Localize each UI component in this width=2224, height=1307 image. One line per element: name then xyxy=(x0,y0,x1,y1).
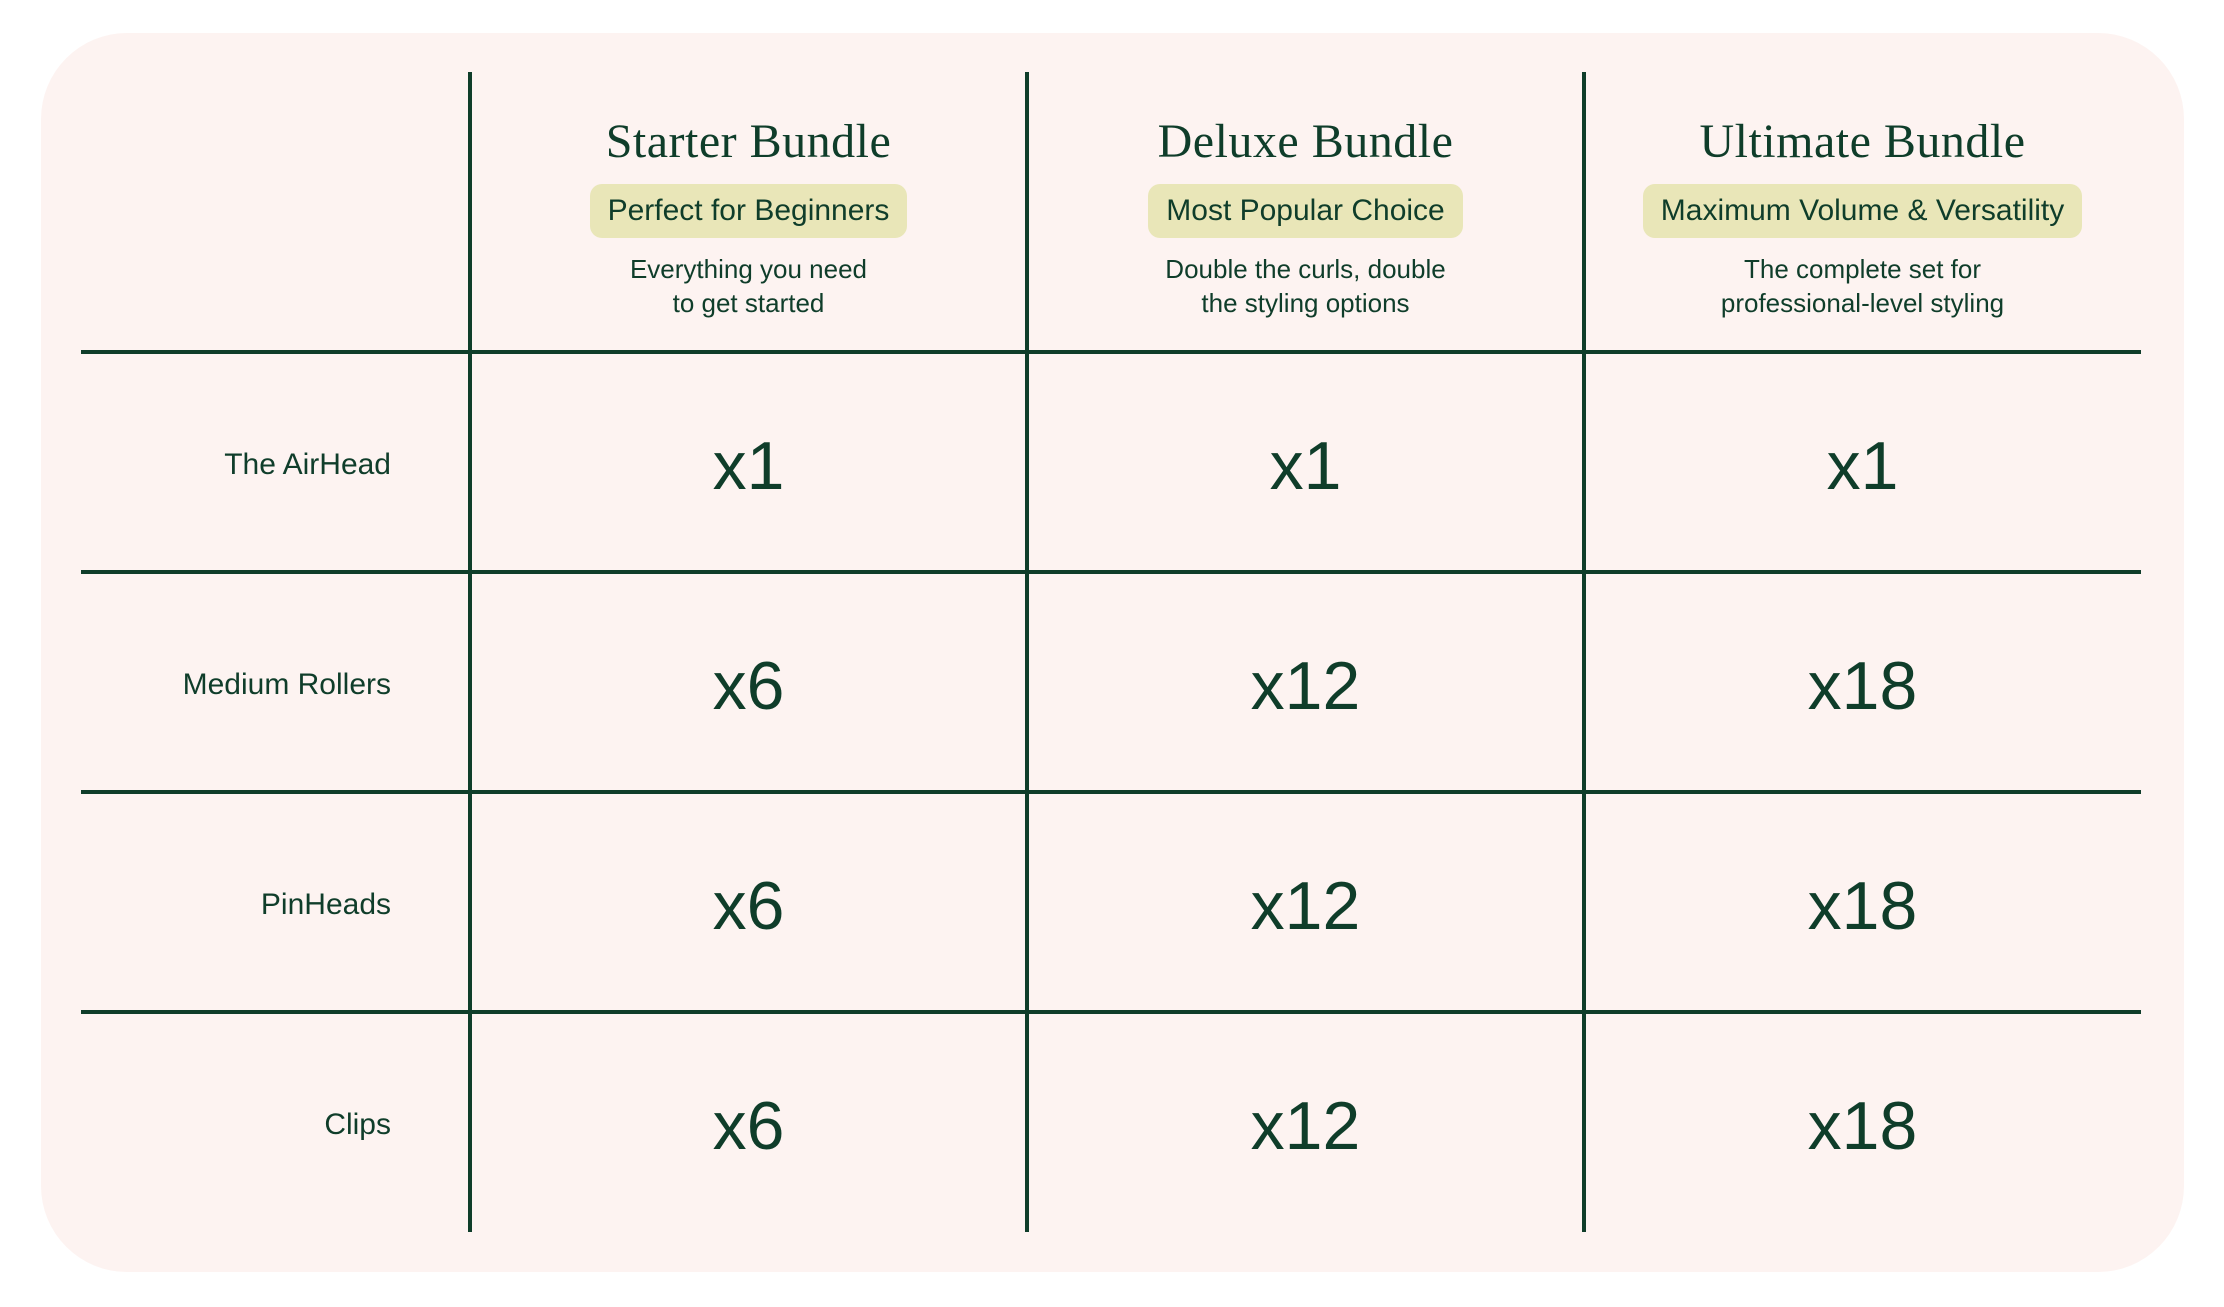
row-label: Clips xyxy=(324,1108,391,1141)
column-divider xyxy=(468,72,472,1232)
bundle-title: Deluxe Bundle xyxy=(1157,115,1454,168)
quantity-cell: x6 xyxy=(712,1088,785,1164)
comparison-card xyxy=(41,33,2184,1272)
column-divider xyxy=(1025,72,1029,1232)
row-divider xyxy=(81,350,2141,354)
bundle-badge: Most Popular Choice xyxy=(1148,184,1463,238)
bundle-title: Starter Bundle xyxy=(605,115,892,168)
quantity-cell: x1 xyxy=(1826,428,1899,504)
quantity-cell: x12 xyxy=(1250,648,1361,724)
bundle-description: Everything you need to get started xyxy=(470,252,1027,320)
row-label: Medium Rollers xyxy=(182,668,391,701)
description-line: Double the curls, double xyxy=(1165,254,1446,284)
bundle-title: Ultimate Bundle xyxy=(1699,115,2026,168)
row-label: PinHeads xyxy=(260,888,391,921)
description-line: The complete set for xyxy=(1744,254,1981,284)
quantity-cell: x12 xyxy=(1250,868,1361,944)
bundle-badge: Maximum Volume & Versatility xyxy=(1642,184,2083,238)
row-divider xyxy=(81,570,2141,574)
quantity-cell: x18 xyxy=(1807,868,1918,944)
quantity-cell: x1 xyxy=(712,428,785,504)
description-line: the styling options xyxy=(1201,288,1410,318)
quantity-cell: x18 xyxy=(1807,1088,1918,1164)
quantity-cell: x6 xyxy=(712,648,785,724)
quantity-cell: x12 xyxy=(1250,1088,1361,1164)
bundle-description: The complete set for professional-level s… xyxy=(1584,252,2141,320)
bundle-header-ultimate: Ultimate Bundle Maximum Volume & Versati… xyxy=(1584,110,2141,320)
quantity-cell: x18 xyxy=(1807,648,1918,724)
description-line: to get started xyxy=(672,288,825,318)
bundle-badge: Perfect for Beginners xyxy=(589,184,908,238)
quantity-cell: x1 xyxy=(1269,428,1342,504)
bundle-header-starter: Starter Bundle Perfect for Beginners Eve… xyxy=(470,110,1027,320)
description-line: professional-level styling xyxy=(1720,288,2005,318)
bundle-header-deluxe: Deluxe Bundle Most Popular Choice Double… xyxy=(1027,110,1584,320)
row-divider xyxy=(81,1010,2141,1014)
quantity-cell: x6 xyxy=(712,868,785,944)
row-label: The AirHead xyxy=(224,448,391,481)
bundle-description: Double the curls, double the styling opti… xyxy=(1027,252,1584,320)
row-divider xyxy=(81,790,2141,794)
description-line: Everything you need xyxy=(629,254,868,284)
column-divider xyxy=(1582,72,1586,1232)
